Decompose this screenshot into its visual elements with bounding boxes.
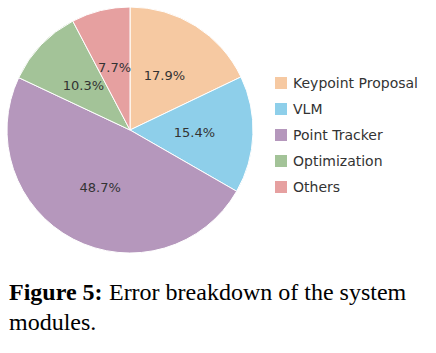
svg-text:Figure 5:: Figure 5: — [9, 279, 103, 305]
svg-text:Keypoint Proposal: Keypoint Proposal — [293, 75, 418, 91]
svg-text:VLM: VLM — [293, 101, 322, 117]
svg-text:48.7%: 48.7% — [80, 180, 121, 195]
svg-text:15.4%: 15.4% — [174, 125, 215, 140]
svg-text:Others: Others — [293, 179, 340, 195]
svg-text:10.3%: 10.3% — [63, 78, 104, 93]
svg-text:modules.: modules. — [9, 309, 96, 335]
svg-text:17.9%: 17.9% — [144, 68, 185, 83]
svg-text:Error breakdown of the system: Error breakdown of the system — [103, 279, 412, 305]
svg-text:Point Tracker: Point Tracker — [293, 127, 383, 143]
svg-text:7.7%: 7.7% — [98, 60, 131, 75]
svg-text:Optimization: Optimization — [293, 153, 383, 169]
